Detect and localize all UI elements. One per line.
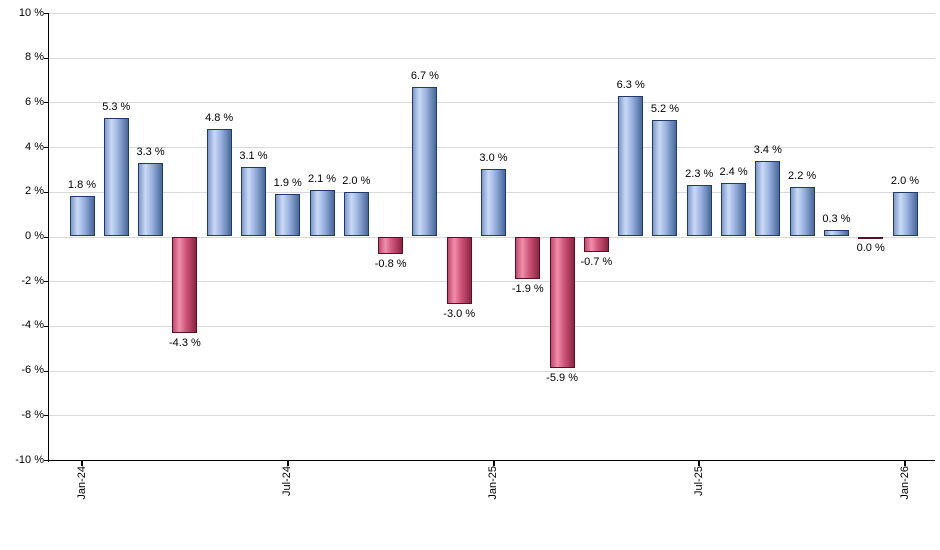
bar-jul-24 xyxy=(275,194,301,237)
gridline xyxy=(49,147,935,149)
bar-dec-24 xyxy=(446,236,472,304)
bar-value-label: -0.7 % xyxy=(580,256,613,269)
bar-value-label: -3.0 % xyxy=(443,307,476,320)
bar-value-label: 6.7 % xyxy=(410,69,439,82)
bar-jun-25 xyxy=(652,120,678,237)
x-axis-tick xyxy=(492,460,495,466)
bar-value-label: -0.8 % xyxy=(374,258,407,271)
y-axis-tick xyxy=(44,147,49,149)
y-axis-tick-label: 4 % xyxy=(25,140,44,153)
y-axis-tick-label: 8 % xyxy=(25,51,44,64)
bar-value-label: 2.3 % xyxy=(685,168,714,181)
y-axis-tick xyxy=(44,236,49,238)
bar-may-25 xyxy=(618,95,644,237)
y-axis-tick-label: 2 % xyxy=(25,185,44,198)
gridline xyxy=(49,236,935,238)
y-axis-tick-label: -4 % xyxy=(21,319,44,332)
y-axis-tick xyxy=(44,13,49,14)
x-axis-tick-label: Jan-24 xyxy=(75,466,88,500)
bar-value-label: 3.4 % xyxy=(753,143,782,156)
y-axis-tick xyxy=(44,57,49,59)
bar-nov-24 xyxy=(412,86,438,237)
y-axis-tick-label: -2 % xyxy=(21,274,44,287)
y-axis-tick xyxy=(44,191,49,193)
y-axis-tick xyxy=(44,460,49,461)
bar-value-label: 1.8 % xyxy=(67,179,97,192)
x-axis-tick-label: Jul-25 xyxy=(692,466,705,496)
gridline xyxy=(49,325,935,327)
bar-value-label: 2.4 % xyxy=(719,165,748,178)
bar-value-label: 0.0 % xyxy=(856,242,885,254)
bar-value-label: 2.0 % xyxy=(342,174,371,187)
bar-feb-25 xyxy=(515,236,541,279)
bar-jul-25 xyxy=(686,185,712,237)
y-axis-tick-label: 0 % xyxy=(25,230,44,242)
y-axis-tick-label: 6 % xyxy=(25,95,44,108)
x-axis-tick-label: Jan-25 xyxy=(487,466,499,500)
bar-value-label: 3.1 % xyxy=(239,150,268,163)
bar-jan-24 xyxy=(69,196,95,237)
bar-value-label: 5.2 % xyxy=(650,103,680,116)
bar-aug-25 xyxy=(721,182,747,237)
bar-value-label: 6.3 % xyxy=(616,78,645,91)
gridline xyxy=(49,13,935,14)
bar-mar-24 xyxy=(138,162,164,237)
y-axis-line xyxy=(47,13,49,462)
bar-aug-24 xyxy=(309,189,335,237)
bar-value-label: 2.0 % xyxy=(890,174,920,187)
bar-value-label: -5.9 % xyxy=(546,372,578,385)
x-axis-tick-label: Jan-26 xyxy=(898,466,911,500)
bar-value-label: -1.9 % xyxy=(511,282,544,295)
bar-may-24 xyxy=(206,129,232,237)
bar-oct-24 xyxy=(378,236,404,255)
bar-value-label: 4.8 % xyxy=(205,112,234,125)
bar-value-label: 3.3 % xyxy=(136,145,165,158)
y-axis-tick-label: -6 % xyxy=(21,364,44,377)
bar-jan-26 xyxy=(892,191,918,237)
bar-value-label: 2.1 % xyxy=(307,172,337,185)
y-axis-tick-label: -10 % xyxy=(15,453,44,466)
bar-oct-25 xyxy=(789,187,815,237)
x-axis-tick-label: Jul-24 xyxy=(281,466,294,496)
bar-apr-25 xyxy=(583,236,609,253)
gridline xyxy=(49,370,935,372)
bar-mar-25 xyxy=(549,236,575,369)
gridline xyxy=(49,57,935,59)
bar-sep-24 xyxy=(343,191,369,237)
bar-value-label: 1.9 % xyxy=(273,177,302,190)
y-axis-tick xyxy=(44,370,49,372)
gridline xyxy=(49,102,935,104)
x-axis-tick xyxy=(698,460,701,466)
bar-apr-24 xyxy=(172,236,198,333)
y-axis-tick xyxy=(44,325,49,327)
y-axis-tick xyxy=(44,415,49,417)
y-axis-tick xyxy=(44,281,49,283)
bar-value-label: 5.3 % xyxy=(102,101,131,114)
gridline xyxy=(49,415,935,417)
bar-sep-25 xyxy=(755,160,781,237)
y-axis-tick-label: -8 % xyxy=(21,408,44,421)
bar-value-label: 0.3 % xyxy=(822,212,851,225)
bar-dec-25 xyxy=(858,236,884,239)
x-axis-tick xyxy=(904,460,906,466)
x-axis-tick xyxy=(286,460,289,466)
bar-jun-24 xyxy=(240,167,266,237)
bar-value-label: 2.2 % xyxy=(788,170,817,183)
y-axis-tick xyxy=(44,102,49,104)
bar-nov-25 xyxy=(823,229,849,237)
bar-jan-25 xyxy=(481,169,506,237)
bar-value-label: -4.3 % xyxy=(168,336,201,349)
x-axis-line xyxy=(47,459,935,461)
x-axis-tick xyxy=(81,460,83,466)
y-axis-tick-label: 10 % xyxy=(18,6,44,19)
bar-feb-24 xyxy=(103,118,129,237)
bar-value-label: 3.0 % xyxy=(479,152,508,165)
gridline xyxy=(49,281,935,283)
